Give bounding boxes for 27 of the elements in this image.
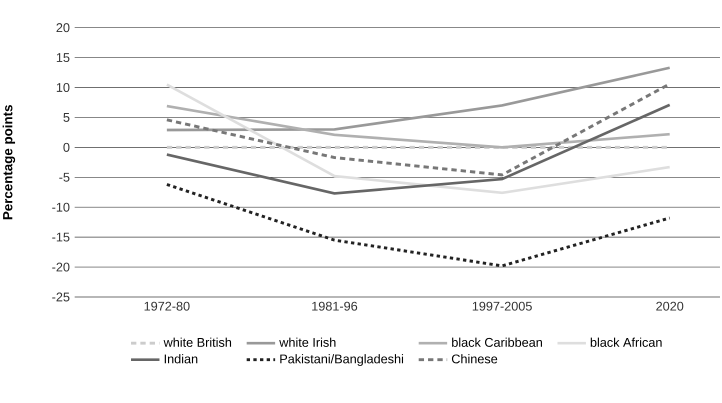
legend-label: Pakistani/Bangladeshi bbox=[280, 354, 404, 366]
y-axis-title: Percentage points bbox=[2, 105, 16, 220]
line-series bbox=[166, 66, 672, 132]
line-series bbox=[166, 104, 672, 149]
line-series bbox=[166, 104, 672, 195]
y-tick-label: -15 bbox=[52, 232, 70, 242]
line-series bbox=[165, 183, 672, 268]
line-series bbox=[166, 83, 672, 194]
y-tick-label: -10 bbox=[52, 202, 70, 212]
y-tick-label: -5 bbox=[59, 172, 70, 182]
legend-label: Chinese bbox=[452, 354, 498, 364]
y-tick-label: 15 bbox=[56, 53, 70, 62]
legend-label: Indian bbox=[164, 354, 198, 364]
legend-label: black Caribbean bbox=[452, 338, 542, 347]
x-tick-label: 1997-2005 bbox=[472, 302, 532, 311]
x-tick-label: 1972-80 bbox=[144, 302, 190, 311]
legend-label: black African bbox=[590, 338, 662, 347]
y-tick-label: 20 bbox=[56, 23, 70, 32]
y-tick-label: 0 bbox=[63, 142, 70, 152]
y-tick-label: -25 bbox=[52, 292, 70, 302]
y-tick-label: 10 bbox=[56, 83, 70, 92]
legend-label: white Irish bbox=[279, 338, 336, 347]
y-tick-label: -20 bbox=[52, 262, 70, 272]
x-tick-label: 2020 bbox=[656, 302, 684, 311]
y-tick-label: 5 bbox=[63, 113, 70, 122]
legend-label: white British bbox=[164, 338, 232, 347]
x-tick-label: 1981-96 bbox=[312, 302, 358, 311]
